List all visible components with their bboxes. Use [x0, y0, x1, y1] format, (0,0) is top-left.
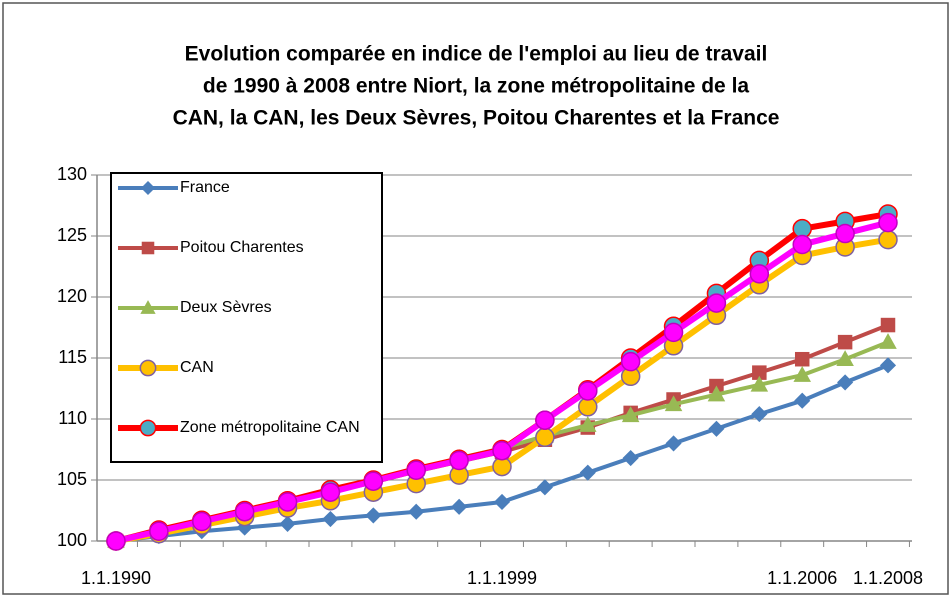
- marker: [578, 381, 598, 401]
- y-tick-label: 120: [57, 286, 87, 306]
- marker: [149, 521, 169, 541]
- x-tick-label: 1.1.2008: [853, 568, 923, 588]
- marker: [408, 503, 425, 520]
- marker: [320, 482, 341, 502]
- y-tick-label: 110: [58, 408, 87, 428]
- marker: [139, 359, 157, 377]
- marker: [535, 410, 555, 430]
- legend-label: CAN: [180, 359, 214, 376]
- marker: [751, 406, 768, 423]
- legend-item: Deux Sèvres: [112, 298, 382, 358]
- marker: [140, 180, 156, 196]
- marker: [665, 435, 682, 452]
- marker: [750, 375, 769, 392]
- chart-title: Evolution comparée en indice de l'emploi…: [185, 43, 768, 66]
- marker: [880, 317, 896, 333]
- marker: [535, 427, 555, 448]
- marker: [234, 501, 255, 522]
- y-tick-label: 115: [58, 347, 87, 367]
- marker: [449, 450, 469, 471]
- marker: [836, 350, 854, 366]
- marker: [322, 510, 339, 528]
- legend-item: Poitou Charentes: [112, 238, 382, 298]
- marker: [794, 351, 810, 367]
- marker: [621, 406, 640, 423]
- marker: [141, 241, 155, 255]
- marker: [879, 333, 897, 349]
- marker: [451, 498, 468, 515]
- legend: France Poitou Charentes Deux Sèvres CAN Zone…: [110, 172, 383, 463]
- marker: [835, 223, 855, 244]
- marker: [579, 464, 596, 481]
- x-tick-label: 1.1.1999: [467, 568, 537, 588]
- marker: [363, 471, 384, 491]
- marker: [579, 416, 597, 432]
- legend-item: Zone métropolitaine CAN: [112, 418, 382, 478]
- legend-swatch: [118, 180, 178, 196]
- legend-item: France: [112, 178, 382, 238]
- y-tick-label: 130: [57, 164, 87, 184]
- marker: [106, 531, 126, 551]
- marker: [749, 264, 770, 284]
- x-tick-label: 1.1.2006: [767, 568, 837, 588]
- marker: [837, 374, 854, 391]
- marker: [793, 366, 811, 382]
- chart-title: CAN, la CAN, les Deux Sèvres, Poitou Cha…: [173, 107, 780, 130]
- marker: [837, 334, 853, 350]
- legend-item: CAN: [112, 358, 382, 418]
- marker: [878, 229, 898, 250]
- legend-swatch: [118, 300, 178, 314]
- marker: [622, 449, 639, 467]
- legend-swatch: [118, 359, 178, 377]
- marker: [277, 492, 298, 512]
- y-tick-label: 105: [57, 469, 87, 489]
- marker: [707, 385, 726, 402]
- marker: [663, 322, 684, 343]
- legend-label: Deux Sèvres: [180, 299, 272, 316]
- marker: [492, 440, 512, 461]
- marker: [664, 395, 683, 412]
- y-tick-label: 125: [57, 225, 87, 245]
- marker: [708, 420, 725, 437]
- marker: [794, 392, 811, 409]
- marker: [493, 493, 511, 511]
- legend-label: Poitou Charentes: [180, 239, 304, 256]
- x-tick-label: 1.1.1990: [81, 568, 151, 588]
- marker: [139, 419, 157, 437]
- marker: [879, 357, 897, 374]
- marker: [365, 507, 382, 524]
- legend-swatch: [118, 241, 178, 255]
- marker: [878, 212, 898, 233]
- legend-label: Zone métropolitaine CAN: [180, 419, 360, 436]
- marker: [706, 293, 727, 313]
- marker: [406, 460, 426, 480]
- y-tick-label: 100: [57, 530, 87, 550]
- marker: [536, 479, 553, 496]
- chart-title: de 1990 à 2008 entre Niort, la zone métr…: [203, 75, 750, 98]
- legend-swatch: [118, 419, 178, 437]
- legend-label: France: [180, 179, 230, 196]
- marker: [620, 351, 641, 372]
- marker: [140, 300, 156, 314]
- marker: [279, 515, 296, 532]
- marker: [192, 511, 212, 532]
- marker: [792, 234, 812, 255]
